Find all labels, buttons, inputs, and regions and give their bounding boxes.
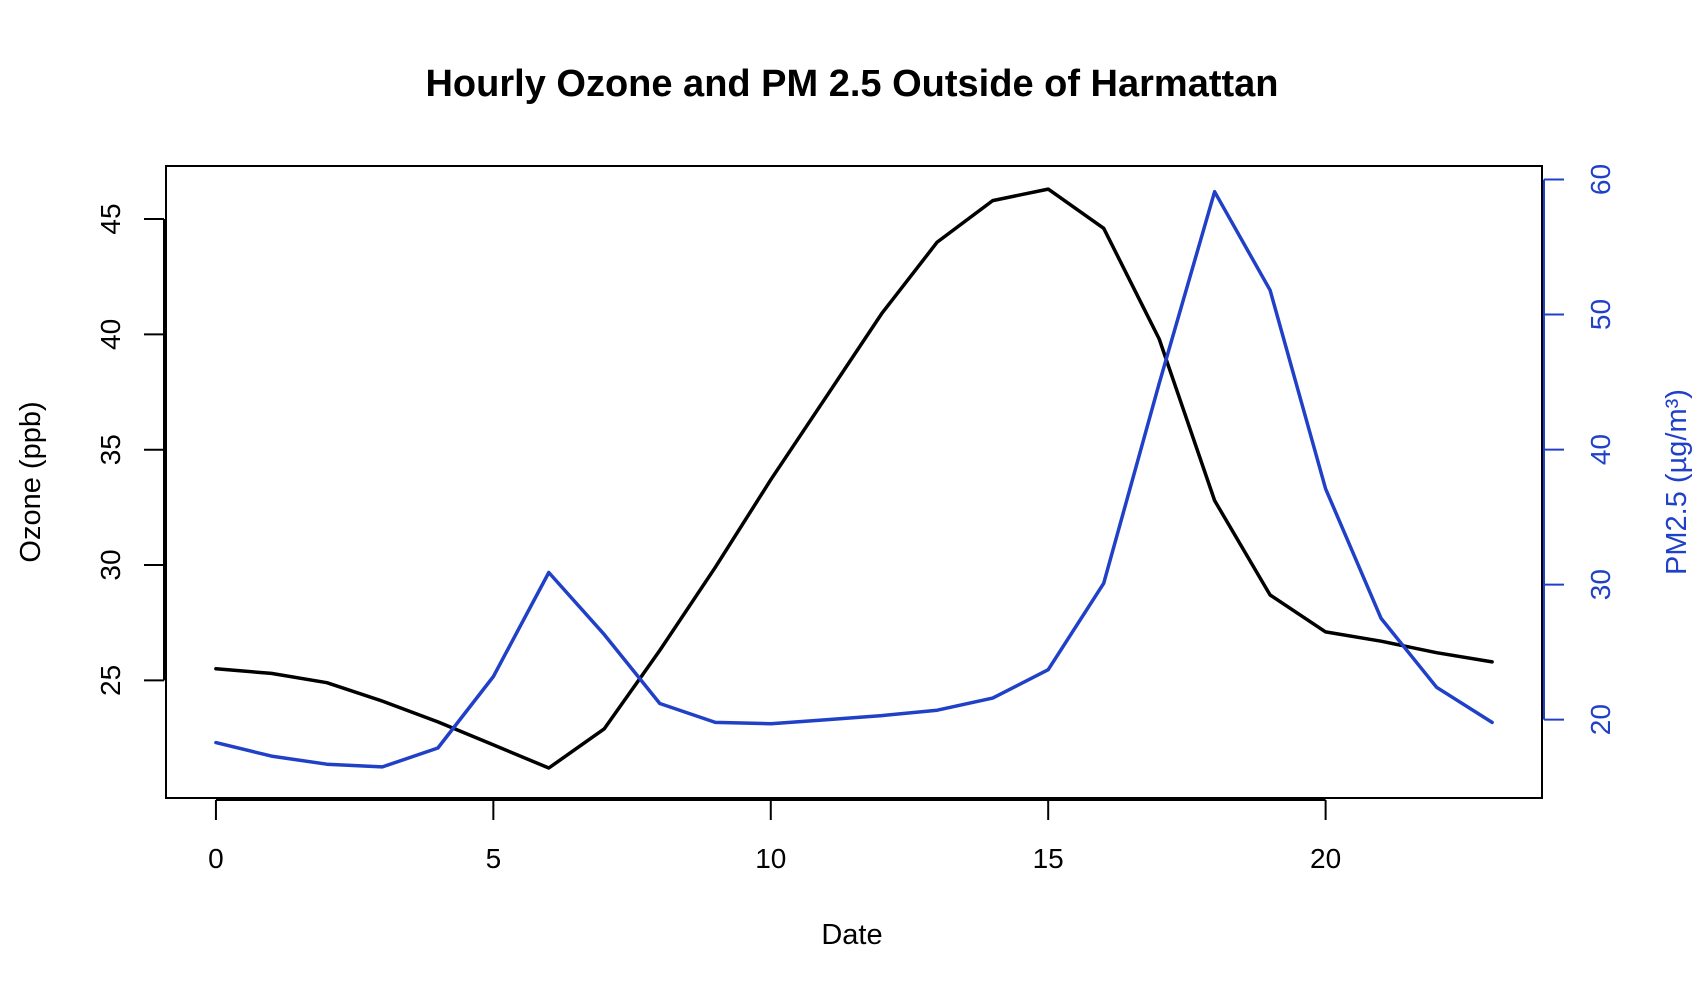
y-axis-left: 25 30 35 40 45 (95, 203, 165, 696)
y-axis-right-label: PM2.5 (µg/m³) (1661, 389, 1693, 575)
y-right-tick-label: 30 (1585, 569, 1616, 600)
x-axis-label: Date (821, 919, 882, 951)
x-tick-label: 20 (1310, 843, 1341, 874)
y-left-tick-label: 30 (95, 549, 126, 580)
series-layer (214, 187, 1494, 770)
plot-frame (165, 165, 1543, 799)
x-tick-label: 10 (755, 843, 786, 874)
y-axis-left-label: Ozone (ppb) (15, 401, 47, 562)
x-tick-label: 15 (1033, 843, 1064, 874)
y-left-tick-label: 40 (95, 319, 126, 350)
y-right-tick-label: 50 (1585, 299, 1616, 330)
y-right-tick-label: 60 (1585, 164, 1616, 195)
pm25-series-line (214, 189, 1494, 769)
x-tick-label: 5 (486, 843, 502, 874)
y-left-tick-label: 25 (95, 665, 126, 696)
x-tick-label: 0 (208, 843, 224, 874)
y-left-tick-label: 35 (95, 434, 126, 465)
chart-title: Hourly Ozone and PM 2.5 Outside of Harma… (425, 63, 1278, 105)
x-axis: 0 5 10 15 20 (208, 799, 1341, 874)
y-right-tick-label: 20 (1585, 704, 1616, 735)
y-right-tick-label: 40 (1585, 434, 1616, 465)
y-axis-right: 20 30 40 50 60 (1543, 164, 1616, 735)
y-left-tick-label: 45 (95, 203, 126, 234)
ozone-series-line (214, 187, 1494, 770)
